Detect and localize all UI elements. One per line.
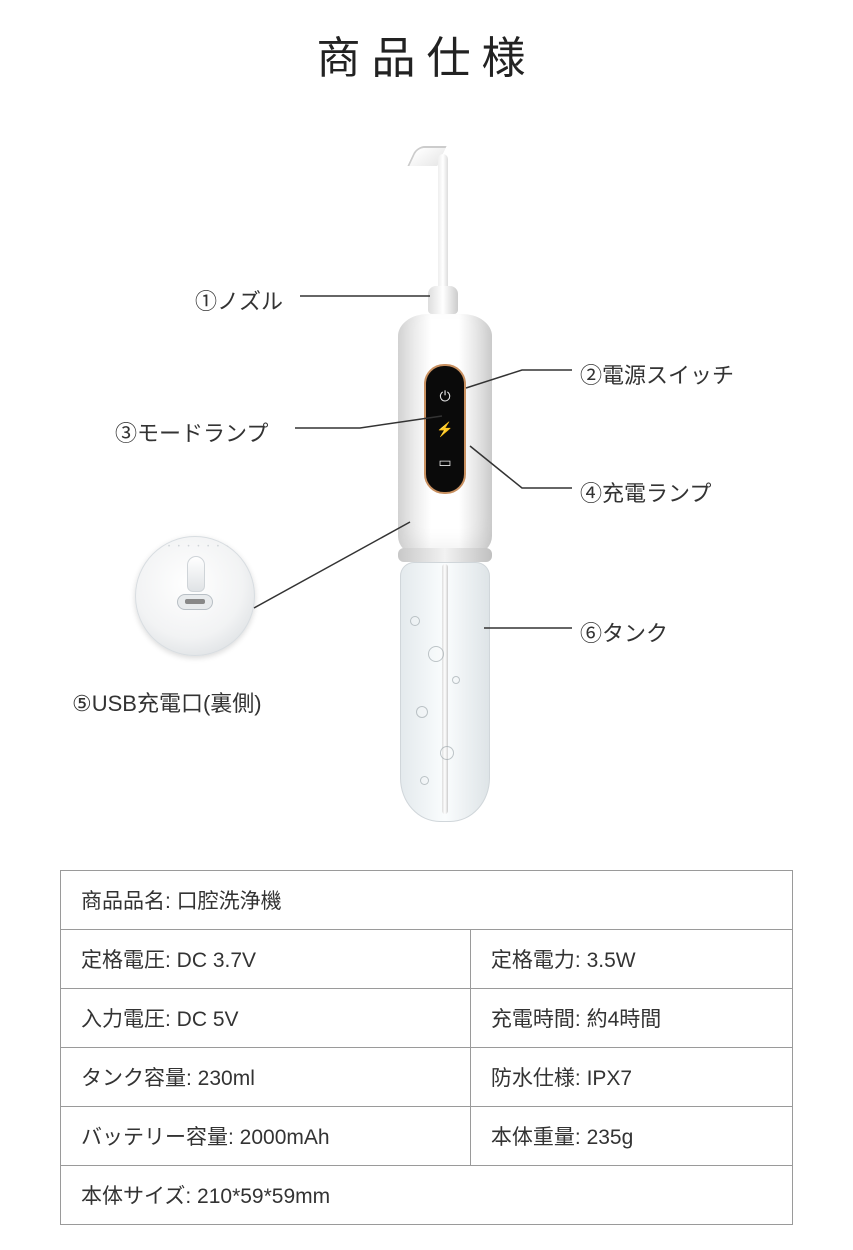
- product-diagram: ⏻ ⚡ ▭ • • • • • • • • ①ノズル ②電源スイッチ ③モードラ…: [0, 86, 853, 856]
- device-illustration: ⏻ ⚡ ▭: [380, 146, 520, 826]
- speaker-dots: • • • • • • • •: [155, 544, 235, 556]
- tank-tube: [442, 564, 448, 814]
- spec-cell: 定格電圧: DC 3.7V: [61, 930, 471, 989]
- callout-usb-port: ⑤USB充電口(裏側): [72, 686, 262, 718]
- usb-flap: [187, 556, 205, 592]
- usb-slot: [185, 599, 205, 604]
- spec-cell: タンク容量: 230ml: [61, 1048, 471, 1107]
- spec-cell: 本体サイズ: 210*59*59mm: [61, 1166, 793, 1225]
- bubble: [440, 746, 454, 760]
- control-panel: ⏻ ⚡ ▭: [424, 364, 466, 494]
- page-title: 商品仕様: [0, 0, 853, 86]
- spec-cell: 防水仕様: IPX7: [470, 1048, 792, 1107]
- table-row: 本体サイズ: 210*59*59mm: [61, 1166, 793, 1225]
- usb-detail-circle: • • • • • • • •: [135, 536, 255, 656]
- table-row: タンク容量: 230ml防水仕様: IPX7: [61, 1048, 793, 1107]
- spec-cell: 定格電力: 3.5W: [470, 930, 792, 989]
- mode-icon: ⚡: [436, 422, 453, 436]
- spec-table: 商品品名: 口腔洗浄機定格電圧: DC 3.7V定格電力: 3.5W入力電圧: …: [60, 870, 793, 1225]
- spec-cell: 本体重量: 235g: [470, 1107, 792, 1166]
- callout-power-switch: ②電源スイッチ: [580, 358, 734, 390]
- power-icon: ⏻: [439, 389, 450, 403]
- nozzle-stem: [438, 154, 448, 294]
- spec-cell: 商品品名: 口腔洗浄機: [61, 871, 793, 930]
- bubble: [428, 646, 444, 662]
- bubble: [452, 676, 460, 684]
- table-row: バッテリー容量: 2000mAh本体重量: 235g: [61, 1107, 793, 1166]
- handle-ring: [398, 548, 492, 562]
- table-row: 入力電圧: DC 5V充電時間: 約4時間: [61, 989, 793, 1048]
- battery-icon: ▭: [438, 455, 451, 469]
- bubble: [416, 706, 428, 718]
- table-row: 商品品名: 口腔洗浄機: [61, 871, 793, 930]
- spec-cell: バッテリー容量: 2000mAh: [61, 1107, 471, 1166]
- table-row: 定格電圧: DC 3.7V定格電力: 3.5W: [61, 930, 793, 989]
- callout-nozzle: ①ノズル: [195, 284, 283, 316]
- spec-cell: 充電時間: 約4時間: [470, 989, 792, 1048]
- callout-mode-lamp: ③モードランプ: [115, 416, 268, 448]
- bubble: [420, 776, 429, 785]
- spec-cell: 入力電圧: DC 5V: [61, 989, 471, 1048]
- callout-tank: ⑥タンク: [580, 616, 668, 648]
- bubble: [410, 616, 420, 626]
- callout-charge-lamp: ④充電ランプ: [580, 476, 711, 508]
- nozzle-base: [428, 286, 458, 314]
- spec-table-body: 商品品名: 口腔洗浄機定格電圧: DC 3.7V定格電力: 3.5W入力電圧: …: [61, 871, 793, 1225]
